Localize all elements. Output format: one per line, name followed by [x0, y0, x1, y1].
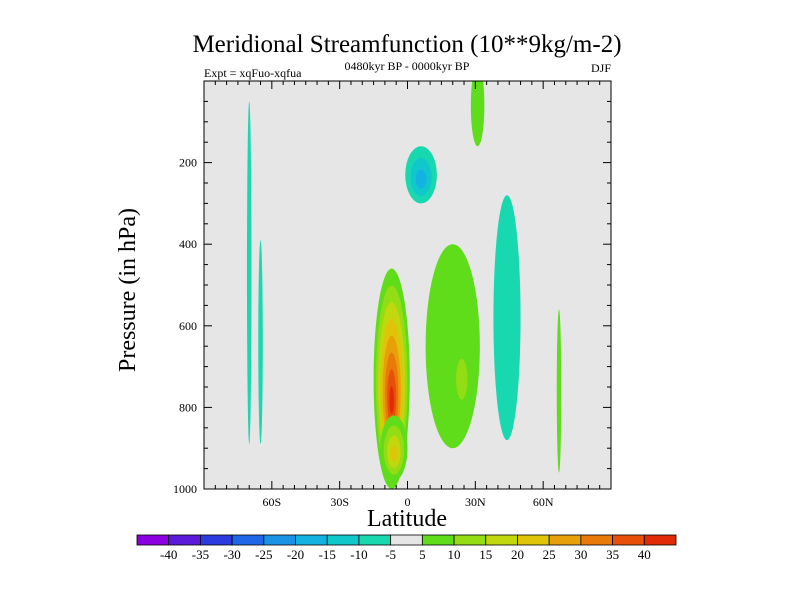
- colorbar-swatch: [168, 534, 201, 546]
- x-tick-label: 60S: [262, 495, 281, 509]
- colorbar-label: 30: [574, 547, 587, 562]
- season-label: DJF: [591, 61, 611, 75]
- y-axis-label: Pressure (in hPa): [115, 208, 141, 372]
- x-axis-label: Latitude: [367, 506, 447, 532]
- main-positive-cell-band-7: [389, 386, 394, 414]
- colorbar-swatch: [295, 534, 328, 546]
- y-tick-label: 600: [179, 319, 197, 333]
- colorbar-label: -35: [192, 547, 209, 562]
- colorbar-label: 10: [448, 547, 461, 562]
- negative-strip-70s-band-0: [246, 101, 252, 445]
- colorbar-swatch: [390, 534, 423, 546]
- colorbar-swatch: [136, 534, 170, 546]
- colorbar-swatch: [200, 534, 233, 546]
- colorbar-label: 35: [606, 547, 619, 562]
- colorbar-label: 25: [543, 547, 556, 562]
- positive-strip-68n-band-0: [556, 309, 562, 473]
- colorbar-label: -20: [287, 547, 304, 562]
- colorbar-label: 5: [419, 547, 426, 562]
- colorbar-label: -5: [385, 547, 396, 562]
- positive-cell-tropics-band-0: [425, 244, 480, 449]
- colorbar-label: -15: [319, 547, 336, 562]
- colorbar-swatch: [326, 534, 360, 546]
- colorbar-swatch: [421, 534, 455, 546]
- colorbar-label: 20: [511, 547, 524, 562]
- colorbar-label: -25: [255, 547, 272, 562]
- colorbar-label: -40: [160, 547, 177, 562]
- colorbar-swatch: [517, 534, 550, 546]
- chart-title: Meridional Streamfunction (10**9kg/m-2): [192, 31, 621, 58]
- colorbar-label: 15: [479, 547, 492, 562]
- y-tick-label: 400: [179, 237, 197, 251]
- positive-column-30n-band-0: [470, 81, 485, 147]
- experiment-label: Expt = xqFuo-xqfua: [204, 66, 302, 80]
- x-tick-label: 60N: [533, 495, 554, 509]
- negative-cell-nh-midlat-band-0: [493, 195, 521, 441]
- colorbar-swatch: [580, 534, 613, 546]
- colorbar-label: 40: [638, 547, 651, 562]
- chart-subtitle: 0480kyr BP - 0000kyr BP: [345, 59, 470, 73]
- positive-cell-tropics-inner-band-1: [456, 358, 468, 400]
- negative-cell-upper-band-2: [415, 169, 427, 189]
- negative-strip-65s-band-0: [258, 240, 263, 445]
- x-tick-label: 0: [405, 495, 411, 509]
- colorbar-label: -30: [223, 547, 240, 562]
- positive-cell-sh-low-band-3: [390, 445, 398, 462]
- colorbar-swatch: [485, 534, 518, 546]
- colorbar-swatch: [231, 534, 265, 546]
- x-tick-label: 30N: [465, 495, 486, 509]
- colorbar-swatch: [263, 534, 296, 546]
- y-tick-label: 200: [179, 156, 197, 170]
- colorbar-swatch: [453, 534, 487, 546]
- colorbar-swatch: [358, 534, 392, 546]
- colorbar-swatch: [643, 534, 677, 546]
- colorbar-swatch: [612, 534, 645, 546]
- y-tick-label: 1000: [173, 482, 197, 496]
- x-tick-label: 30S: [330, 495, 349, 509]
- colorbar-swatch: [548, 534, 582, 546]
- colorbar-label: -10: [350, 547, 367, 562]
- y-tick-label: 800: [179, 400, 197, 414]
